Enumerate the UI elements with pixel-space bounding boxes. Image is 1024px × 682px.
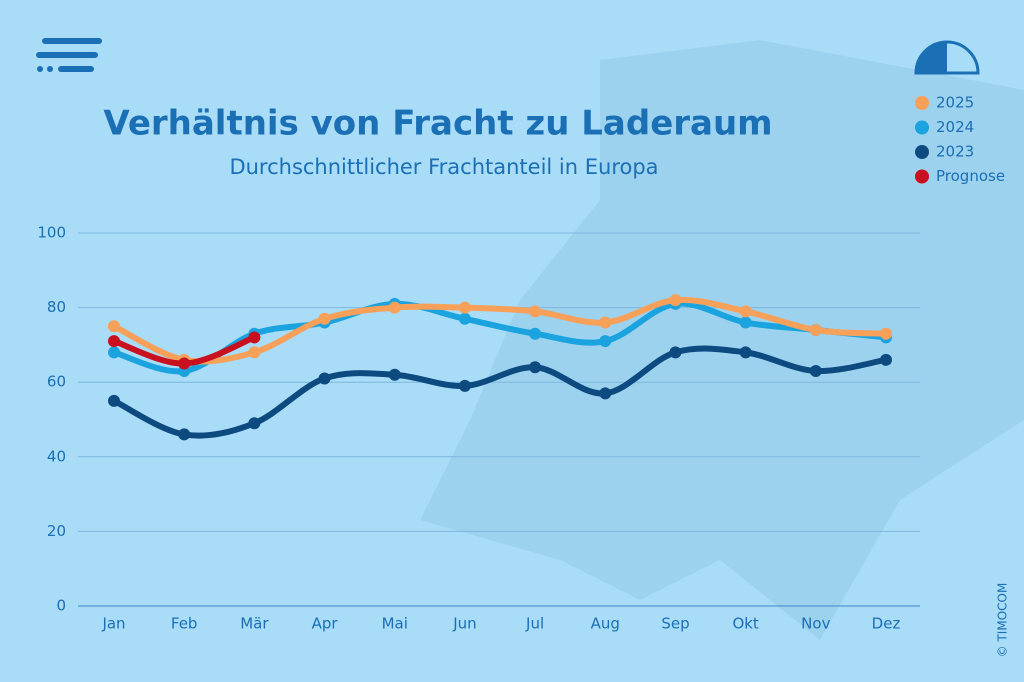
- y-tick-label: 80: [47, 298, 66, 316]
- point: [599, 316, 612, 329]
- point: [880, 327, 892, 340]
- point: [458, 379, 471, 392]
- legend-label: 2023: [936, 143, 974, 161]
- x-tick-label: Apr: [312, 615, 339, 633]
- point: [809, 323, 822, 336]
- point: [529, 305, 542, 318]
- legend-marker: [915, 169, 929, 184]
- x-tick-label: Okt: [732, 615, 758, 633]
- point: [318, 372, 331, 385]
- point: [739, 305, 752, 318]
- x-tick-label: Sep: [661, 615, 689, 633]
- point: [108, 394, 120, 407]
- legend-marker: [915, 120, 929, 135]
- point: [178, 428, 191, 441]
- x-tick-label: Jun: [452, 615, 476, 633]
- point: [248, 346, 261, 359]
- series-line: [111, 296, 889, 365]
- point: [669, 346, 682, 359]
- y-tick-label: 60: [47, 373, 66, 391]
- point: [248, 331, 261, 344]
- point: [388, 301, 401, 314]
- point: [529, 327, 542, 340]
- y-tick-label: 0: [56, 597, 66, 615]
- point: [599, 335, 612, 348]
- point: [669, 294, 682, 307]
- point: [388, 368, 401, 381]
- legend-marker: [915, 145, 929, 159]
- point: [318, 312, 331, 325]
- point: [248, 417, 261, 430]
- y-tick-label: 20: [47, 522, 66, 540]
- y-tick-label: 100: [37, 224, 66, 242]
- x-tick-label: Dez: [872, 615, 901, 633]
- point: [458, 301, 471, 314]
- map-bg: [420, 40, 1024, 640]
- x-tick-label: Jul: [525, 615, 544, 633]
- point: [108, 335, 120, 348]
- x-tick-label: Jan: [101, 615, 125, 633]
- point: [458, 312, 471, 325]
- point: [739, 346, 752, 359]
- point: [599, 387, 612, 400]
- x-tick-label: Feb: [171, 615, 198, 633]
- legend-label: Prognose: [936, 167, 1005, 185]
- x-tick-label: Mär: [240, 615, 269, 633]
- chart-title: Verhältnis von Fracht zu Laderaum: [103, 104, 772, 144]
- chart-subtitle: Durchschnittlicher Frachtanteil in Europ…: [229, 155, 658, 179]
- legend-marker: [915, 96, 929, 110]
- point: [809, 365, 822, 378]
- point: [880, 353, 892, 366]
- legend-label: 2025: [936, 94, 974, 112]
- point: [178, 357, 191, 370]
- legend-label: 2024: [936, 118, 974, 136]
- point: [108, 346, 120, 359]
- point: [108, 320, 120, 333]
- point: [529, 361, 542, 374]
- x-tick-label: Nov: [801, 615, 830, 633]
- x-tick-label: Mai: [382, 615, 408, 633]
- credit: © TIMOCOM: [996, 583, 1010, 658]
- point: [739, 316, 752, 329]
- logo: [36, 38, 102, 72]
- y-tick-label: 40: [47, 447, 66, 465]
- gauge-icon: [914, 40, 980, 75]
- x-tick-label: Aug: [591, 615, 620, 633]
